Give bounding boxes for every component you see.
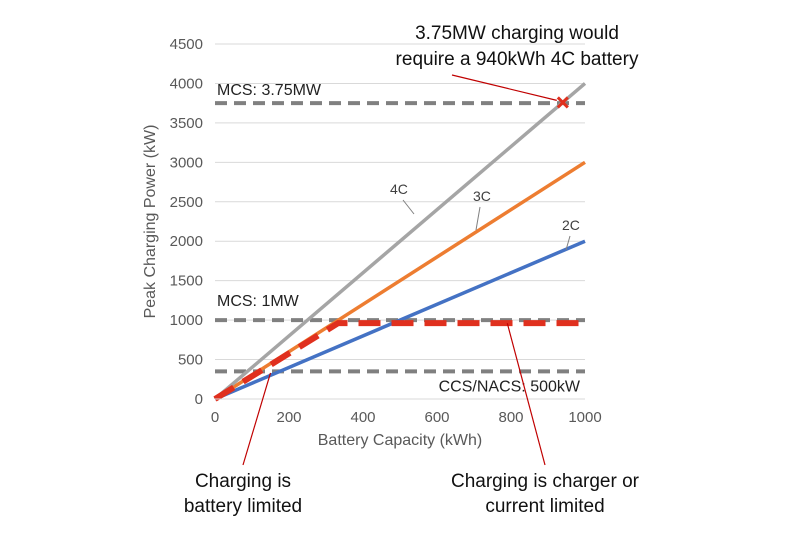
y-tick-label: 4500: [170, 36, 203, 53]
effective-limit-layer: [213, 96, 585, 402]
series-label: 3C: [473, 188, 491, 204]
callout-line: Charging is: [195, 471, 291, 492]
effective-limit-line: [213, 320, 585, 402]
callout-line: require a 940kWh 4C battery: [396, 49, 639, 70]
callout-leader: [451, 74, 557, 101]
callouts: 3.75MW charging would require a 940kWh 4C…: [184, 23, 640, 517]
y-tick-label: 2000: [170, 233, 203, 250]
series-line-4c: [213, 82, 587, 401]
callout-line: 3.75MW charging would: [415, 23, 619, 44]
x-tick-label: 400: [350, 409, 375, 426]
callout-line: current limited: [485, 496, 604, 517]
labels: Battery Capacity (kWh) Peak Charging Powe…: [142, 82, 581, 449]
callout-leader: [506, 323, 546, 466]
x-tick-label: 800: [498, 409, 523, 426]
series-label-leader: [565, 235, 571, 251]
series-label: 4C: [390, 181, 408, 197]
series-label-leader: [402, 199, 415, 215]
series-label-leader: [475, 206, 481, 231]
reference-line-label: MCS: 3.75MW: [217, 82, 322, 99]
series-label: 2C: [562, 217, 580, 233]
x-tick-label: 1000: [568, 409, 601, 426]
reference-line-label: MCS: 1MW: [217, 293, 300, 310]
reference-lines: [215, 101, 585, 374]
reference-line-label: CCS/NACS: 500kW: [439, 378, 581, 395]
y-tick-label: 2500: [170, 194, 203, 211]
x-tick-label: 0: [211, 409, 219, 426]
callout-line: Charging is charger or: [451, 471, 640, 492]
y-tick-label: 3500: [170, 115, 203, 132]
y-tick-label: 4000: [170, 75, 203, 92]
y-tick-label: 1000: [170, 312, 203, 329]
x-marker-stroke: [556, 96, 569, 109]
y-axis-title: Peak Charging Power (kW): [142, 125, 159, 319]
y-tick-label: 0: [195, 391, 203, 408]
callout-line: battery limited: [184, 496, 302, 517]
y-tick-label: 500: [178, 352, 203, 369]
x-axis-title: Battery Capacity (kWh): [318, 432, 482, 449]
axes: 0 500 1000 1500 2000 2500 3000 3500 4000 4500 0 200…: [170, 36, 602, 426]
y-tick-label: 1500: [170, 273, 203, 290]
x-marker: [556, 96, 569, 109]
x-tick-label: 200: [276, 409, 301, 426]
x-tick-label: 600: [424, 409, 449, 426]
y-tick-label: 3000: [170, 154, 203, 171]
callout-leader: [242, 372, 272, 466]
